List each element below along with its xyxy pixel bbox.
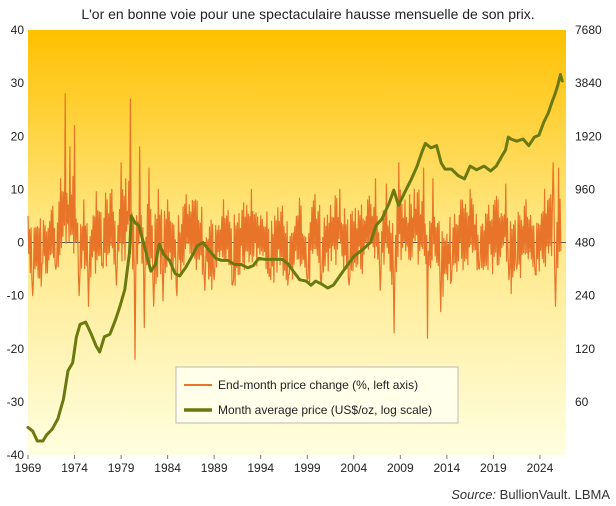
right-tick-label: 480 (575, 236, 595, 250)
x-tick-label: 1989 (201, 461, 228, 475)
legend: End-month price change (%, left axis) Mo… (175, 366, 459, 424)
price-change-line (27, 93, 562, 360)
chart-title: L'or en bonne voie pour une spectaculair… (81, 6, 535, 22)
x-tick-label: 2024 (527, 461, 554, 475)
right-tick-label: 1920 (575, 129, 602, 143)
legend-box (175, 366, 459, 424)
x-tick-label: 2009 (387, 461, 414, 475)
x-tick-label: 1984 (154, 461, 181, 475)
left-tick-label: -30 (7, 395, 25, 409)
right-tick-label: 120 (575, 342, 595, 356)
right-tick-label: 7680 (575, 23, 602, 37)
left-tick-label: 30 (11, 76, 25, 90)
right-tick-label: 3840 (575, 76, 602, 90)
series-price-change (27, 93, 562, 360)
left-axis: 40 30 20 10 0 -10 -20 -30 -40 (7, 23, 25, 462)
average-price-line (26, 73, 564, 443)
source-note: Source: BullionVault. LBMA (451, 487, 610, 502)
left-tick-label: 20 (11, 129, 25, 143)
legend-label-change: End-month price change (%, left axis) (218, 378, 418, 392)
left-tick-label: 10 (11, 182, 25, 196)
x-tick-label: 1979 (108, 461, 135, 475)
x-axis: 1969 1974 1979 1984 1989 1994 1999 2004 2009 2014… (15, 455, 554, 475)
x-tick-label: 1994 (247, 461, 274, 475)
left-tick-label: -10 (7, 289, 25, 303)
series-average-price (26, 73, 564, 443)
right-tick-label: 60 (575, 395, 589, 409)
left-tick-label: 40 (11, 23, 25, 37)
x-tick-label: 2014 (434, 461, 461, 475)
x-tick-label: 1974 (61, 461, 88, 475)
left-tick-label: -20 (7, 342, 25, 356)
x-tick-label: 2004 (340, 461, 367, 475)
source-label: Source: (451, 487, 497, 502)
right-tick-label: 960 (575, 182, 595, 196)
right-axis: 7680 3840 1920 960 480 240 120 60 (575, 23, 602, 409)
x-tick-label: 2019 (480, 461, 507, 475)
right-tick-label: 240 (575, 289, 595, 303)
x-tick-label: 1969 (15, 461, 42, 475)
x-tick-label: 1999 (294, 461, 321, 475)
left-tick-label: -40 (7, 448, 25, 462)
legend-label-price: Month average price (US$/oz, log scale) (218, 403, 432, 417)
left-tick-label: 0 (17, 236, 24, 250)
source-value: BullionVault. LBMA (499, 487, 610, 502)
